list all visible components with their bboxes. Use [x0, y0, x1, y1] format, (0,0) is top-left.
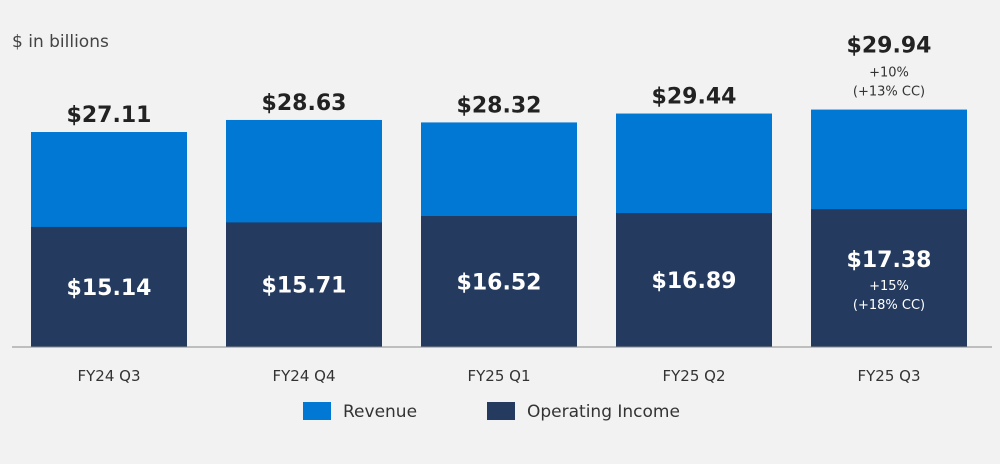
operating-income-bar — [811, 209, 967, 347]
operating-income-bar — [616, 213, 772, 347]
revenue-value-label: $28.32 — [457, 93, 542, 118]
legend-label-revenue: Revenue — [343, 402, 417, 422]
revenue-growth-note: (+13% CC) — [853, 85, 925, 100]
unit-label: $ in billions — [12, 32, 109, 52]
legend: Revenue Operating Income — [303, 402, 680, 422]
x-tick-label: FY25 Q3 — [858, 367, 921, 385]
operating-income-bar — [421, 215, 577, 347]
x-tick-label: FY24 Q3 — [78, 367, 141, 385]
revenue-value-label: $29.44 — [652, 85, 737, 110]
x-tick-label: FY25 Q2 — [663, 367, 726, 385]
operating-income-value-label: $15.14 — [67, 276, 152, 301]
operating-income-bar — [31, 226, 187, 347]
x-axis-ticks: FY24 Q3 FY24 Q4 FY25 Q1 FY25 Q2 FY25 Q3 — [78, 367, 921, 385]
revenue-value-label: $27.11 — [67, 103, 152, 128]
operating-income-value-label: $17.38 — [847, 248, 932, 273]
operating-income-growth-note: (+18% CC) — [853, 298, 925, 313]
data-labels: $27.11 $15.14 $28.63 $15.71 $28.32 $16.52 $29.… — [67, 34, 932, 314]
revenue-growth-note: +10% — [869, 66, 909, 81]
legend-label-operating-income: Operating Income — [527, 402, 680, 422]
x-tick-label: FY24 Q4 — [273, 367, 336, 385]
operating-income-bars — [31, 209, 967, 347]
operating-income-growth-note: +15% — [869, 279, 909, 294]
operating-income-value-label: $16.89 — [652, 269, 737, 294]
revenue-value-label: $28.63 — [262, 91, 347, 116]
legend-swatch-operating-income — [487, 402, 515, 420]
operating-income-value-label: $16.52 — [457, 270, 542, 295]
operating-income-value-label: $15.71 — [262, 274, 347, 299]
x-tick-label: FY25 Q1 — [468, 367, 531, 385]
legend-swatch-revenue — [303, 402, 331, 420]
revenue-value-label: $29.94 — [847, 34, 932, 59]
operating-income-bar — [226, 222, 382, 347]
